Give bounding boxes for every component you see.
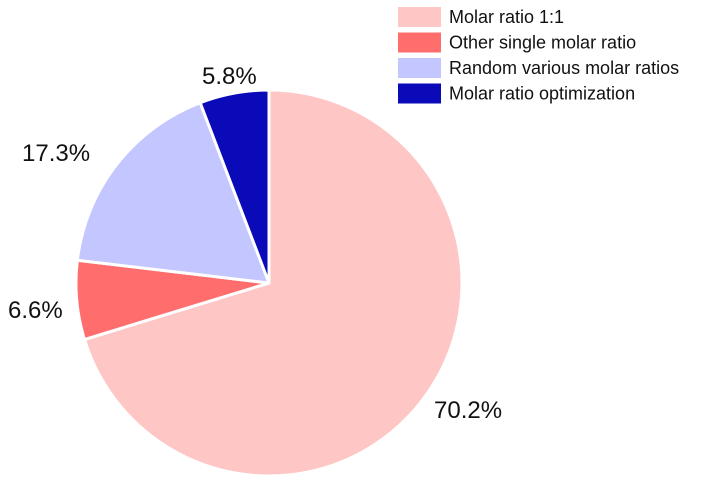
- legend-label-2: Other single molar ratio: [449, 33, 636, 53]
- pie-slice-3: [75, 101, 271, 285]
- legend-label-4: Molar ratio optimization: [449, 84, 635, 104]
- legend: Molar ratio 1:1 Other single molar ratio R…: [398, 7, 679, 104]
- pie-slices: [74, 88, 464, 478]
- pie-slice-4: [198, 88, 271, 285]
- legend-label-1: Molar ratio 1:1: [449, 7, 564, 27]
- pie-labels: 70.2% 6.6% 17.3% 5.8%: [8, 63, 502, 424]
- slice-label-4: 5.8%: [202, 63, 257, 90]
- legend-label-3: Random various molar ratios: [449, 58, 679, 78]
- legend-swatch-2: [398, 32, 441, 53]
- legend-swatch-1: [398, 7, 441, 27]
- slice-label-3: 17.3%: [22, 140, 90, 167]
- legend-swatch-4: [398, 83, 441, 104]
- pie-slice-1: [82, 88, 464, 478]
- slice-label-2: 6.6%: [8, 297, 63, 324]
- legend-swatch-3: [398, 58, 441, 78]
- slice-label-1: 70.2%: [434, 397, 502, 424]
